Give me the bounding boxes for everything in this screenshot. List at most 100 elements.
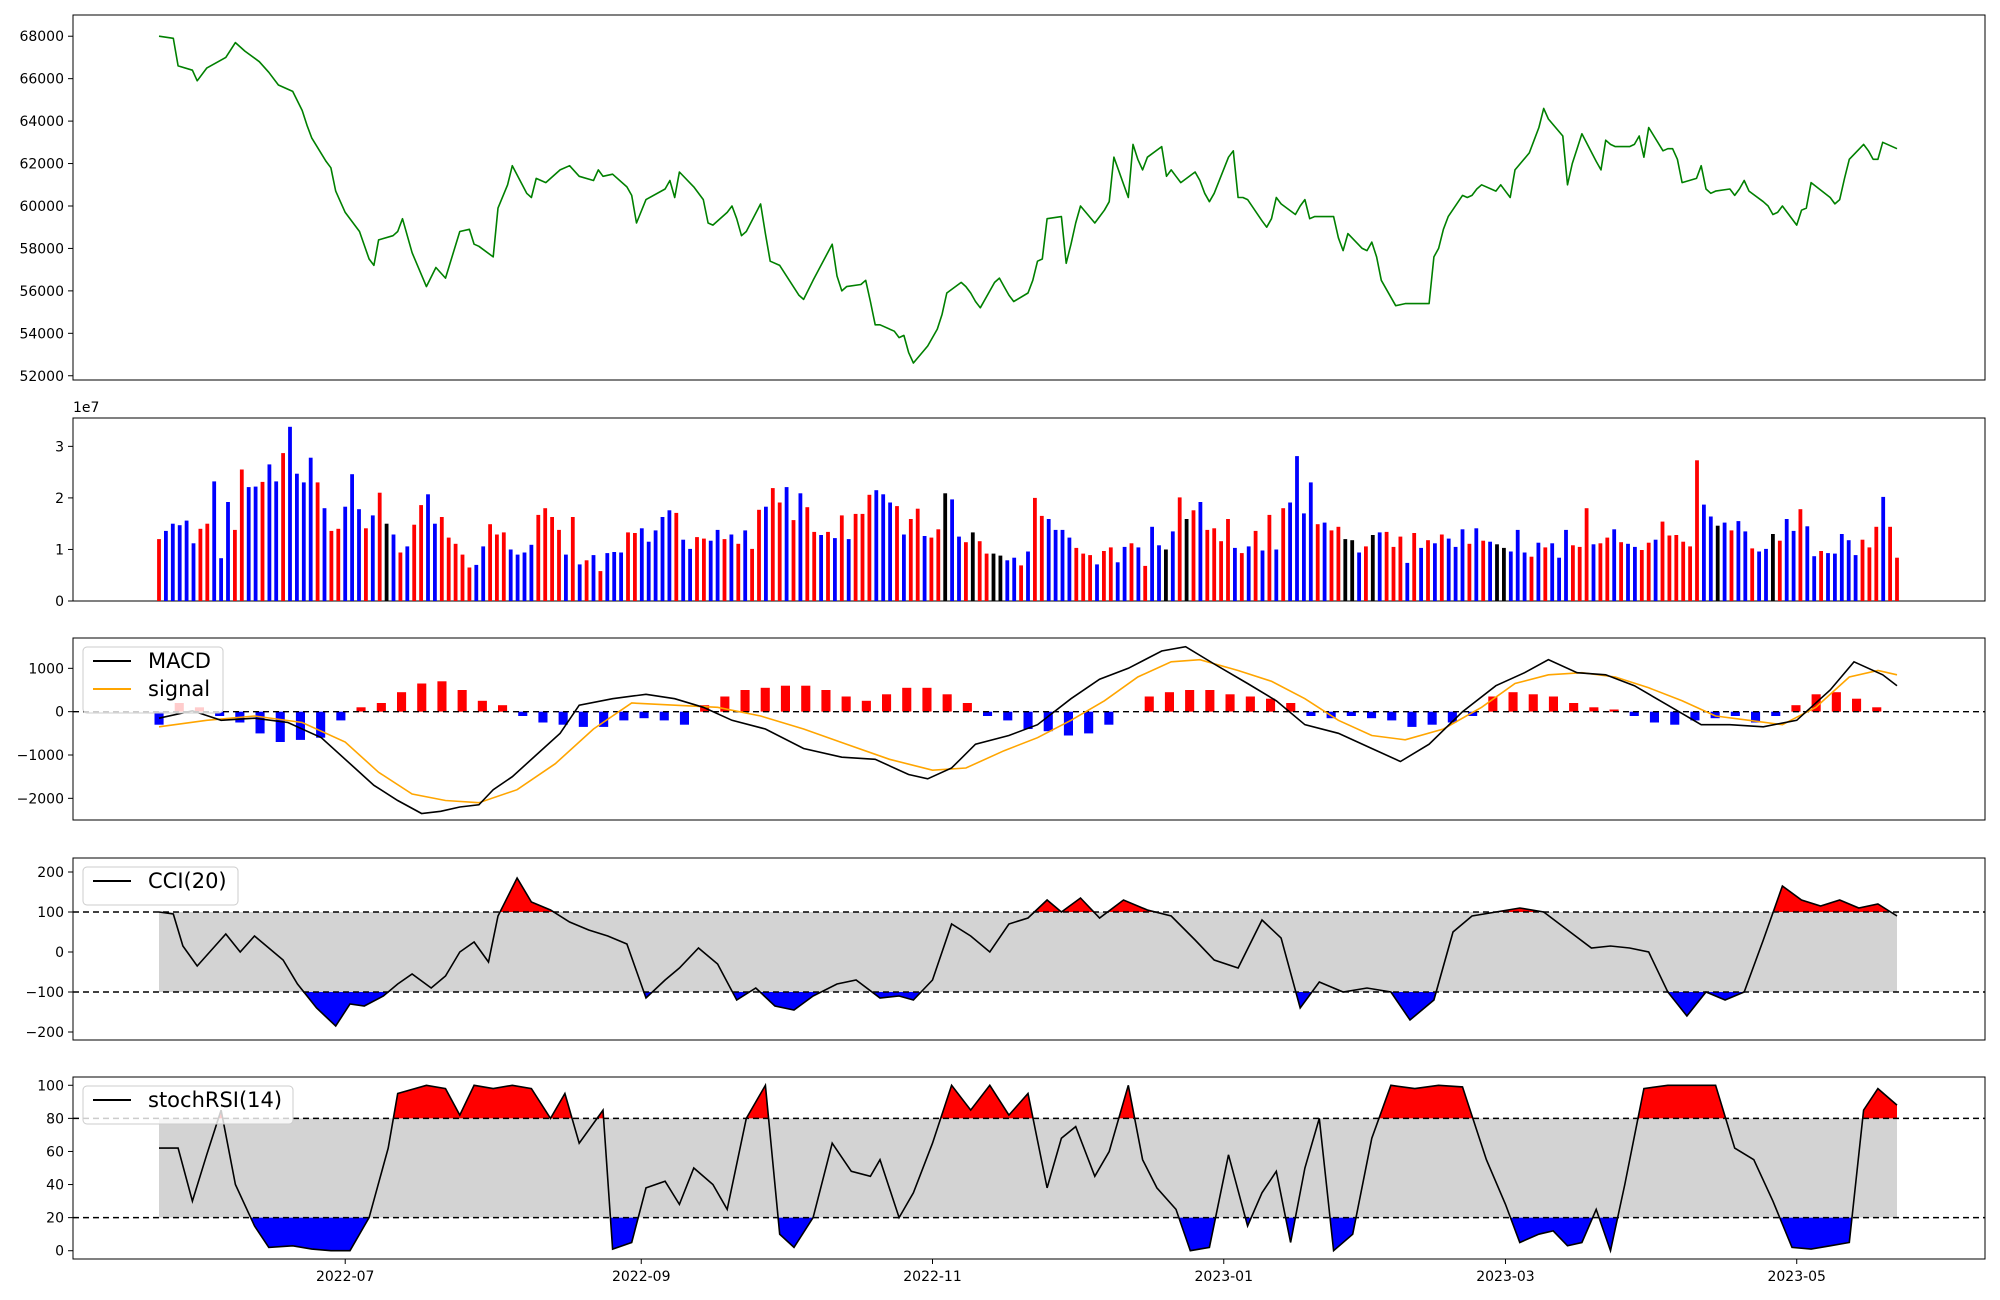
volume-bar [412, 524, 417, 601]
macd-histogram-bar [498, 705, 508, 712]
volume-bar [1239, 553, 1244, 601]
volume-bar [1108, 547, 1113, 601]
volume-bar [1012, 557, 1017, 601]
volume-bar [1088, 555, 1092, 601]
volume-bar [239, 469, 244, 601]
macd-histogram-bar [437, 681, 447, 712]
volume-bar [1143, 565, 1148, 601]
volume-bar [1591, 544, 1596, 601]
volume-bar [688, 548, 692, 601]
y-tick-label: −200 [26, 1025, 64, 1041]
volume-bar [812, 531, 817, 601]
y-tick-label: 100 [37, 905, 64, 921]
legend-label: stochRSI(14) [148, 1088, 282, 1112]
volume-bar [515, 554, 520, 601]
volume-bar [605, 553, 610, 601]
volume-bar [839, 515, 844, 601]
legend-box [82, 646, 224, 714]
date-axis: 2022-07 2022-09 2022-11 2023-01 2023-03 2023-… [316, 1259, 1826, 1285]
macd-histogram-bar [295, 711, 305, 740]
volume-bar [777, 502, 782, 601]
neutral-zone [159, 912, 1897, 992]
volume-bar [957, 536, 961, 601]
volume-bar [1267, 514, 1272, 601]
volume-bar [639, 528, 644, 601]
volume-bar [681, 539, 686, 601]
macd-histogram-bar [477, 700, 487, 712]
y-tick-label: 52000 [19, 369, 64, 385]
oversold-fill [1667, 992, 1745, 1016]
cci-line [158, 876, 1898, 1028]
legend-box [82, 866, 239, 906]
volume-bar [764, 506, 768, 601]
macd-histogram-bar [1306, 711, 1316, 716]
macd-histogram-bar [1367, 711, 1377, 719]
volume-bar [205, 523, 210, 601]
volume-bar [1488, 541, 1492, 601]
x-tick-label: 2022-07 [316, 1269, 375, 1285]
volume-bar [364, 528, 368, 601]
volume-bar [370, 515, 375, 601]
volume-bar [281, 453, 285, 601]
macd-panel: −2000 −1000 0 1000 MACD signal [17, 637, 1986, 821]
volume-bar [1053, 529, 1058, 601]
volume-bar [1633, 546, 1637, 601]
volume-bar [612, 552, 617, 601]
macd-histogram-bar [1266, 698, 1276, 712]
volume-bar [198, 528, 203, 601]
volume-bar [798, 493, 803, 601]
volume-bar [1350, 540, 1355, 601]
volume-bar [1764, 548, 1768, 601]
volume-bar [274, 481, 279, 601]
volume-bar [722, 539, 727, 601]
volume-bar [219, 558, 223, 601]
stochrsi-panel: 0 20 40 60 80 100 stochRSI(14) [37, 1076, 1986, 1260]
macd-histogram-bar [1791, 705, 1801, 712]
oversold-fill [1599, 1217, 1618, 1251]
volume-bar [1860, 539, 1865, 601]
volume-bar [1722, 522, 1727, 601]
volume-bar [1150, 526, 1154, 601]
volume-bar [660, 517, 665, 601]
oversold-fill [250, 1217, 370, 1251]
overbought-fill [1378, 1085, 1473, 1119]
macd-histogram-bar [861, 700, 871, 712]
macd-histogram-bar [599, 711, 609, 727]
volume-bar [1729, 530, 1734, 601]
volume-bar [902, 534, 906, 601]
macd-histogram-bar [1245, 696, 1255, 712]
volume-bar [1308, 482, 1313, 601]
volume-bar [770, 488, 775, 601]
volume-bar [1198, 502, 1203, 601]
volume-bar [1674, 535, 1679, 601]
macd-histogram-bar [397, 692, 407, 712]
macd-histogram-bar [1063, 711, 1073, 736]
volume-bar [908, 519, 913, 601]
volume-bar [460, 554, 465, 601]
volume-bar [970, 532, 975, 601]
overbought-fill [1862, 1088, 1897, 1119]
macd-histogram-bar [659, 711, 669, 721]
volume-bar [508, 549, 513, 601]
volume-bar [1246, 546, 1251, 601]
volume-bar [1364, 546, 1368, 601]
volume-bar [1233, 547, 1237, 601]
volume-bar [715, 529, 720, 601]
volume-bar [1791, 530, 1796, 601]
volume-bar [1419, 547, 1423, 601]
volume-bar [157, 539, 161, 601]
overbought-fill [1034, 898, 1094, 912]
volume-bar [295, 473, 299, 601]
volume-bar [164, 530, 168, 601]
volume-bar [495, 534, 499, 601]
overbought-fill [1118, 1085, 1135, 1119]
volume-bar [212, 481, 217, 601]
volume-bar [846, 539, 851, 601]
volume-bar [1439, 534, 1444, 601]
y-tick-label: −2000 [17, 791, 64, 807]
volume-bar [1819, 551, 1823, 601]
volume-bar [1702, 504, 1706, 601]
volume-bar [1405, 562, 1410, 601]
panel-frame [72, 857, 1986, 1041]
